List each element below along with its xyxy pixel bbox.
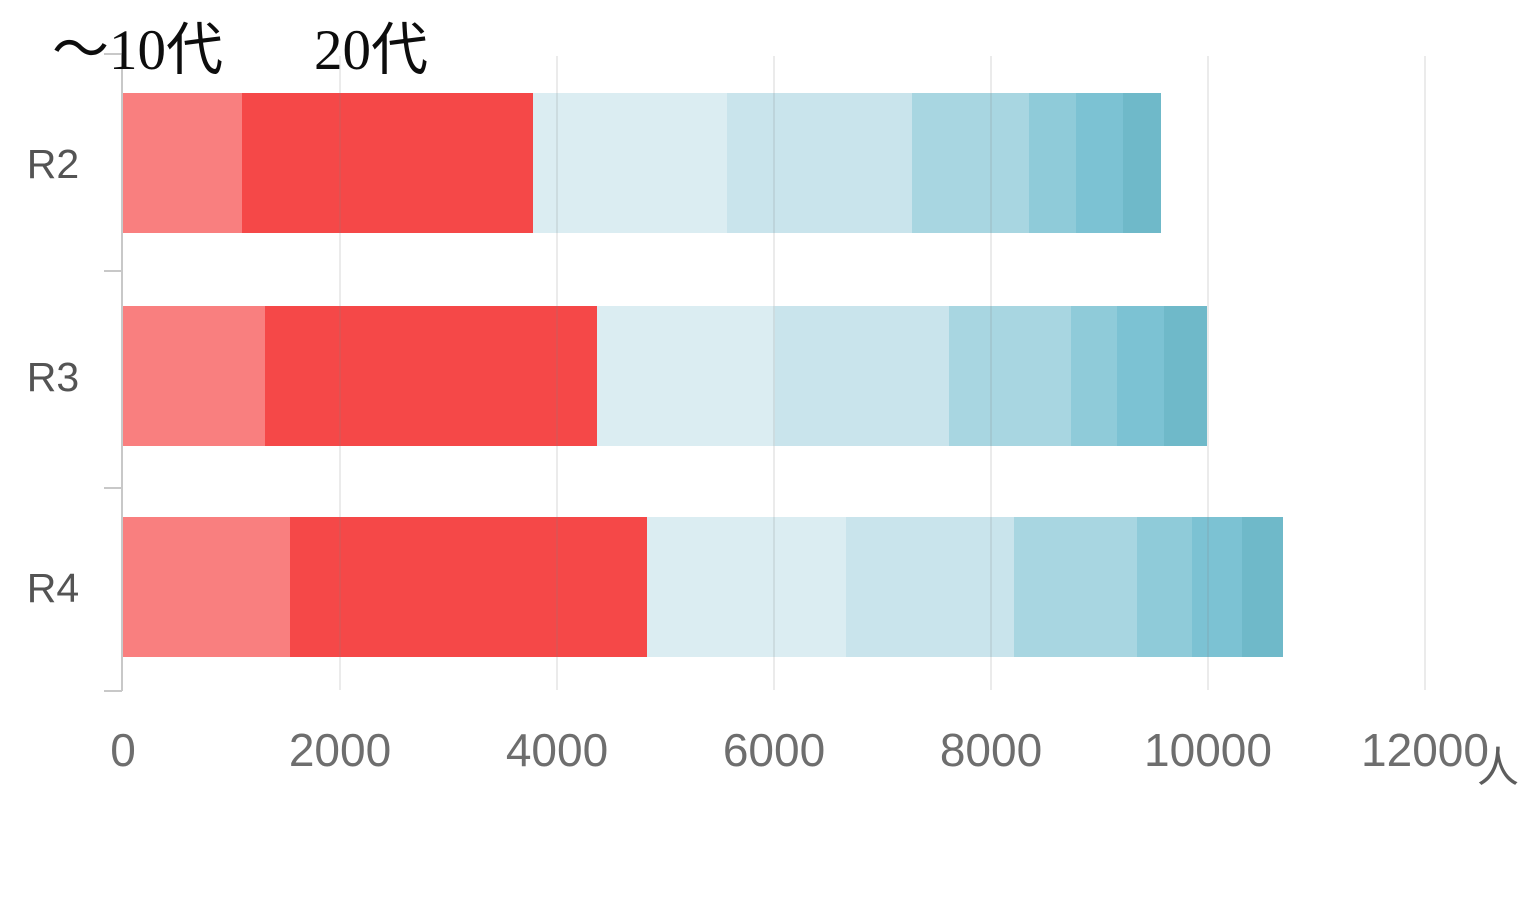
x-tick-label: 2000 [288,724,392,776]
y-axis-tick [104,53,122,55]
bar-segment [1163,306,1207,446]
bar-segment [265,306,598,446]
bar-segment [1137,517,1192,657]
bar-segment [1071,306,1117,446]
y-axis-line [121,53,123,691]
x-tick-label: 6000 [722,724,826,776]
gridline [556,56,558,690]
bar-segment [290,517,648,657]
bar-segment [775,306,949,446]
y-axis-tick [104,270,122,272]
bar-segment [647,517,846,657]
legend-label-20s: 20代 [314,19,428,82]
bar-segment [1075,93,1124,233]
bar-segment [123,517,291,657]
x-axis-unit-label: 人 [1477,746,1520,792]
bar-segment [123,93,243,233]
bar-segment [123,306,266,446]
category-label-r3: R3 [26,354,80,400]
bar-segment [845,517,1014,657]
bar-segment [1013,517,1138,657]
x-tick-label: 4000 [505,724,609,776]
category-label-r2: R2 [26,141,80,187]
bar-segment [597,306,776,446]
bar-segment [1123,93,1162,233]
bar-segment [727,93,912,233]
category-label-r4: R4 [26,565,80,611]
y-axis-tick [104,690,122,692]
bar-segment [948,306,1072,446]
x-tick-label: 0 [110,724,136,776]
bar-segment [1191,517,1242,657]
gridline [990,56,992,690]
x-tick-label: 12000 [1361,724,1489,776]
bar-segment [1116,306,1164,446]
bar-segment [533,93,728,233]
legend-label-under-10s: 〜10代 [52,19,223,82]
gridline [339,56,341,690]
gridline [1207,56,1209,690]
x-tick-label: 10000 [1144,724,1272,776]
gridline [773,56,775,690]
y-axis-tick [104,487,122,489]
bar-segment [242,93,534,233]
bar-segment [911,93,1029,233]
gridline [1424,56,1426,690]
x-tick-label: 8000 [939,724,1043,776]
bar-segment [1028,93,1076,233]
bar-segment [1241,517,1283,657]
